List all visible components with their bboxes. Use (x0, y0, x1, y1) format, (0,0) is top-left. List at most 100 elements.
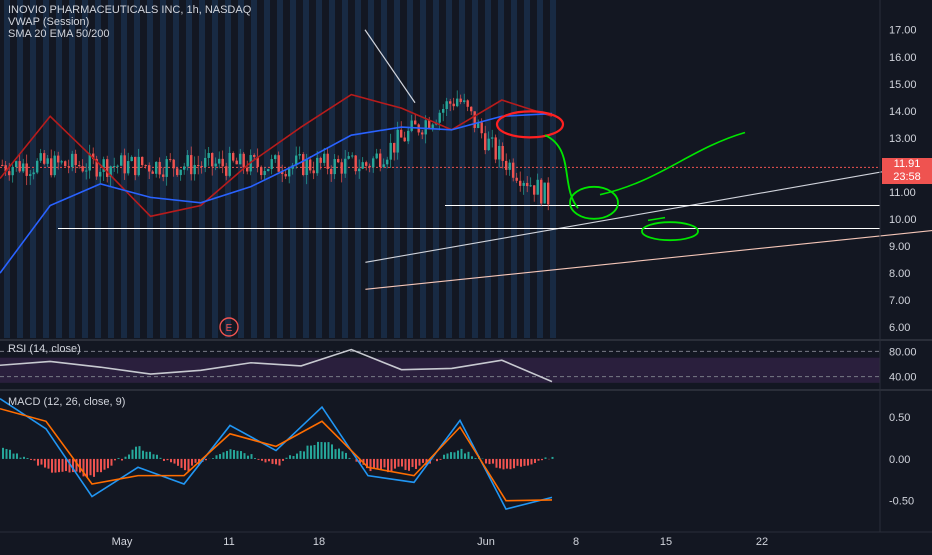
candle-body (526, 183, 528, 186)
time-tick-label: 8 (573, 536, 579, 548)
session-band (420, 0, 426, 338)
candle-body (274, 155, 276, 159)
candle-body (145, 165, 147, 166)
candle-body (180, 170, 182, 175)
candle-body (456, 99, 458, 107)
price-tick-label: 6.00 (889, 322, 910, 334)
price-tick-label: 11.00 (889, 187, 916, 199)
price-tick-label: 16.00 (889, 52, 917, 64)
time-tick-label: 22 (756, 536, 768, 548)
candle-body (376, 154, 378, 159)
macd-hist-bar (345, 453, 347, 459)
candle-body (26, 163, 28, 175)
candle-body (446, 101, 448, 109)
macd-hist-bar (6, 449, 8, 459)
candle-body (229, 153, 231, 176)
macd-hist-bar (471, 456, 473, 459)
rsi-band (0, 358, 880, 383)
macd-hist-bar (13, 454, 15, 459)
macd-hist-bar (391, 459, 393, 472)
ma-legend: SMA 20 EMA 50/200 (8, 28, 110, 40)
macd-hist-bar (139, 446, 141, 459)
macd-tick-label: -0.50 (889, 496, 914, 508)
candle-body (383, 164, 385, 167)
time-tick-label: 15 (660, 536, 672, 548)
rsi-legend: RSI (14, close) (8, 343, 81, 355)
candle-body (120, 155, 122, 165)
macd-hist-bar (342, 451, 344, 459)
candle-body (33, 173, 35, 175)
candle-body (302, 154, 304, 175)
session-band (485, 0, 491, 338)
macd-hist-bar (289, 455, 291, 459)
macd-hist-bar (93, 459, 95, 477)
candle-body (530, 185, 532, 186)
macd-hist-bar (457, 451, 459, 459)
candle-body (502, 146, 504, 161)
candle-body (40, 153, 42, 161)
candle-body (201, 166, 203, 167)
macd-hist-bar (111, 459, 113, 466)
candle-body (166, 159, 168, 177)
session-band (459, 0, 465, 338)
candle-body (285, 174, 287, 176)
macd-hist-bar (419, 459, 421, 466)
session-band (472, 0, 478, 338)
macd-hist-bar (461, 449, 463, 459)
candle-body (29, 174, 31, 176)
candle-body (8, 171, 10, 175)
candle-body (323, 154, 325, 163)
bar-countdown-tag: 23:58 (882, 171, 932, 184)
macd-hist-bar (513, 459, 515, 468)
macd-hist-bar (230, 449, 232, 459)
candle-body (505, 161, 507, 170)
macd-hist-bar (37, 459, 39, 466)
macd-hist-bar (188, 459, 190, 471)
macd-hist-bar (142, 451, 144, 459)
candle-body (176, 168, 178, 175)
candle-body (509, 163, 511, 170)
candle-body (425, 120, 427, 134)
session-band (30, 0, 36, 338)
candle-body (131, 157, 133, 161)
rsi-tick-label: 80.00 (889, 346, 917, 358)
candle-body (134, 157, 136, 175)
macd-hist-bar (97, 459, 99, 472)
candle-body (400, 130, 402, 138)
macd-hist-bar (265, 459, 267, 462)
macd-hist-bar (170, 459, 172, 462)
candle-body (341, 162, 343, 173)
session-band (524, 0, 530, 338)
macd-hist-bar (489, 459, 491, 464)
candle-body (236, 161, 238, 165)
macd-hist-bar (286, 458, 288, 459)
candle-body (197, 165, 199, 166)
macd-hist-bar (244, 453, 246, 459)
macd-hist-bar (107, 459, 109, 468)
macd-hist-bar (405, 459, 407, 470)
candle-body (267, 169, 269, 171)
macd-hist-bar (524, 459, 526, 466)
macd-hist-bar (237, 451, 239, 459)
macd-hist-bar (223, 452, 225, 459)
macd-hist-bar (412, 459, 414, 467)
session-band (394, 0, 400, 338)
macd-hist-bar (415, 459, 417, 469)
time-tick-label: Jun (477, 536, 495, 548)
macd-hist-bar (545, 457, 547, 458)
candle-body (187, 155, 189, 166)
candle-body (369, 166, 371, 167)
macd-hist-bar (41, 459, 43, 465)
macd-hist-bar (468, 452, 470, 459)
macd-hist-bar (464, 453, 466, 459)
candle-body (169, 159, 171, 160)
macd-hist-bar (160, 458, 162, 459)
macd-hist-bar (303, 451, 305, 458)
candle-body (152, 172, 154, 174)
macd-hist-bar (527, 459, 529, 466)
price-tick-label: 9.00 (889, 241, 910, 253)
macd-hist-bar (30, 459, 32, 460)
macd-hist-bar (475, 458, 477, 459)
